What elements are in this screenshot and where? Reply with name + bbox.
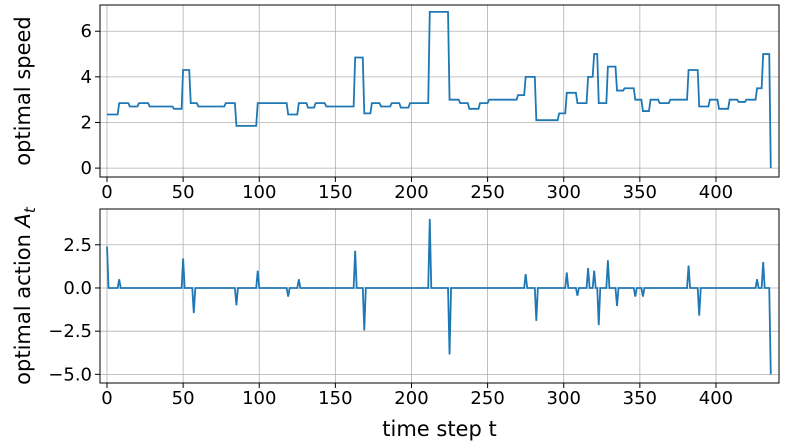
x-tick-label: 400 bbox=[699, 388, 733, 409]
axes-frame bbox=[99, 208, 780, 384]
x-tick-label: 400 bbox=[699, 182, 733, 203]
x-tick-label: 300 bbox=[547, 388, 581, 409]
x-tick-label: 200 bbox=[394, 182, 428, 203]
data-line bbox=[106, 218, 772, 375]
x-tick-label: 50 bbox=[172, 388, 195, 409]
x-tick-label: 0 bbox=[101, 388, 112, 409]
x-tick-label: 100 bbox=[242, 182, 276, 203]
y-tick-label: −2.5 bbox=[48, 321, 92, 342]
x-tick-label: 300 bbox=[547, 182, 581, 203]
x-tick-label: 250 bbox=[470, 182, 504, 203]
y-tick-label: 2 bbox=[81, 112, 92, 133]
y-axis-label: optimal speed bbox=[11, 16, 35, 166]
x-tick-label: 250 bbox=[470, 388, 504, 409]
x-tick-label: 150 bbox=[318, 388, 352, 409]
y-tick-label: 0 bbox=[81, 158, 92, 179]
axes-frame bbox=[99, 4, 780, 178]
y-tick-label: −5.0 bbox=[48, 364, 92, 385]
y-axis-label: optimal action At bbox=[11, 206, 39, 385]
y-label-sub: t bbox=[21, 206, 39, 213]
x-axis-label: time step t bbox=[382, 417, 496, 441]
x-tick-label: 350 bbox=[623, 388, 657, 409]
x-tick-label: 50 bbox=[172, 182, 195, 203]
y-tick-label: 2.5 bbox=[63, 235, 92, 256]
x-tick-label: 350 bbox=[623, 182, 657, 203]
y-label-var: A bbox=[11, 213, 35, 229]
y-tick-label: 0.0 bbox=[63, 278, 92, 299]
y-label-text: optimal action bbox=[11, 227, 35, 384]
x-tick-label: 100 bbox=[242, 388, 276, 409]
y-tick-label: 4 bbox=[81, 67, 92, 88]
x-tick-label: 0 bbox=[101, 182, 112, 203]
x-tick-label: 200 bbox=[394, 388, 428, 409]
y-tick-label: 6 bbox=[81, 21, 92, 42]
x-tick-label: 150 bbox=[318, 182, 352, 203]
data-line bbox=[107, 10, 772, 169]
